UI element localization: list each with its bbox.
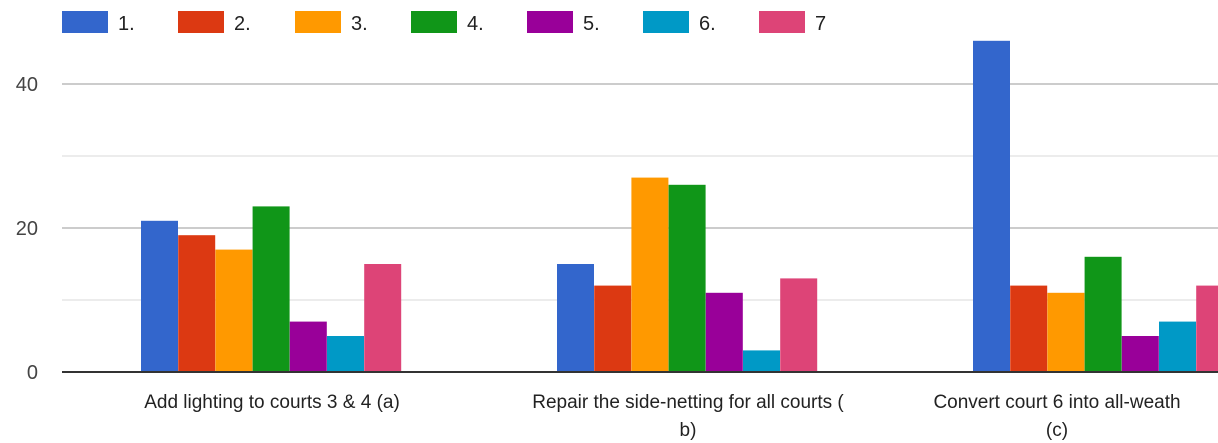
- bar-5-3[interactable]: [1121, 336, 1159, 372]
- legend-label: 2.: [234, 13, 251, 35]
- y-tick-label: 40: [16, 74, 38, 96]
- bar-5-1[interactable]: [289, 321, 327, 372]
- legend-swatch: [62, 11, 108, 33]
- bar-3-1[interactable]: [215, 249, 253, 372]
- legend-label: 3.: [351, 13, 368, 35]
- legend-swatch: [295, 11, 341, 33]
- bar-3-2[interactable]: [631, 177, 669, 372]
- bar-2-1[interactable]: [178, 235, 216, 372]
- bar-6-1[interactable]: [327, 336, 364, 372]
- legend-item[interactable]: 3.: [295, 11, 368, 35]
- bar-6-2[interactable]: [743, 350, 780, 372]
- bar-3-3[interactable]: [1047, 292, 1085, 372]
- y-tick-label: 20: [16, 218, 38, 240]
- x-category-label: Repair the side-netting for all courts (…: [532, 392, 844, 441]
- legend-swatch: [527, 11, 573, 33]
- bar-5-2[interactable]: [705, 292, 743, 372]
- bar-4-3[interactable]: [1084, 256, 1122, 372]
- bar-1-1[interactable]: [141, 220, 178, 372]
- legend-item[interactable]: 4.: [411, 11, 484, 35]
- legend-label: 4.: [467, 13, 484, 35]
- legend-swatch: [643, 11, 689, 33]
- bar-4-1[interactable]: [252, 206, 290, 372]
- bar-4-2[interactable]: [668, 184, 706, 372]
- x-category-label: Convert court 6 into all-weath (c): [933, 392, 1180, 441]
- x-category-label: Add lighting to courts 3 & 4 (a): [144, 392, 400, 413]
- legend-item[interactable]: 2.: [178, 11, 251, 35]
- bar-1-2[interactable]: [557, 264, 594, 372]
- bar-6-3[interactable]: [1159, 321, 1196, 372]
- legend-label: 5.: [583, 13, 600, 35]
- category-labels: Add lighting to courts 3 & 4 (a) Repair t…: [144, 392, 1180, 441]
- bar-2-2[interactable]: [594, 285, 632, 372]
- legend-label: 7: [815, 13, 826, 35]
- legend-swatch: [178, 11, 224, 33]
- legend-swatch: [411, 11, 457, 33]
- y-axis-ticks: 0 20 40: [16, 74, 38, 384]
- bar-2-3[interactable]: [1010, 285, 1048, 372]
- legend[interactable]: 1. 2. 3. 4. 5. 6. 7: [62, 11, 826, 35]
- y-tick-label: 0: [27, 362, 38, 384]
- legend-item[interactable]: 5.: [527, 11, 600, 35]
- bar-7-2[interactable]: [780, 278, 818, 372]
- bar-7-3[interactable]: [1196, 285, 1218, 372]
- legend-label: 6.: [699, 13, 716, 35]
- legend-swatch: [759, 11, 805, 33]
- legend-label: 1.: [118, 13, 135, 35]
- legend-item[interactable]: 1.: [62, 11, 135, 35]
- legend-item[interactable]: 7: [759, 11, 826, 35]
- bar-1-3[interactable]: [973, 40, 1010, 373]
- legend-item[interactable]: 6.: [643, 11, 716, 35]
- bars: [141, 40, 1218, 373]
- bar-7-1[interactable]: [364, 264, 402, 372]
